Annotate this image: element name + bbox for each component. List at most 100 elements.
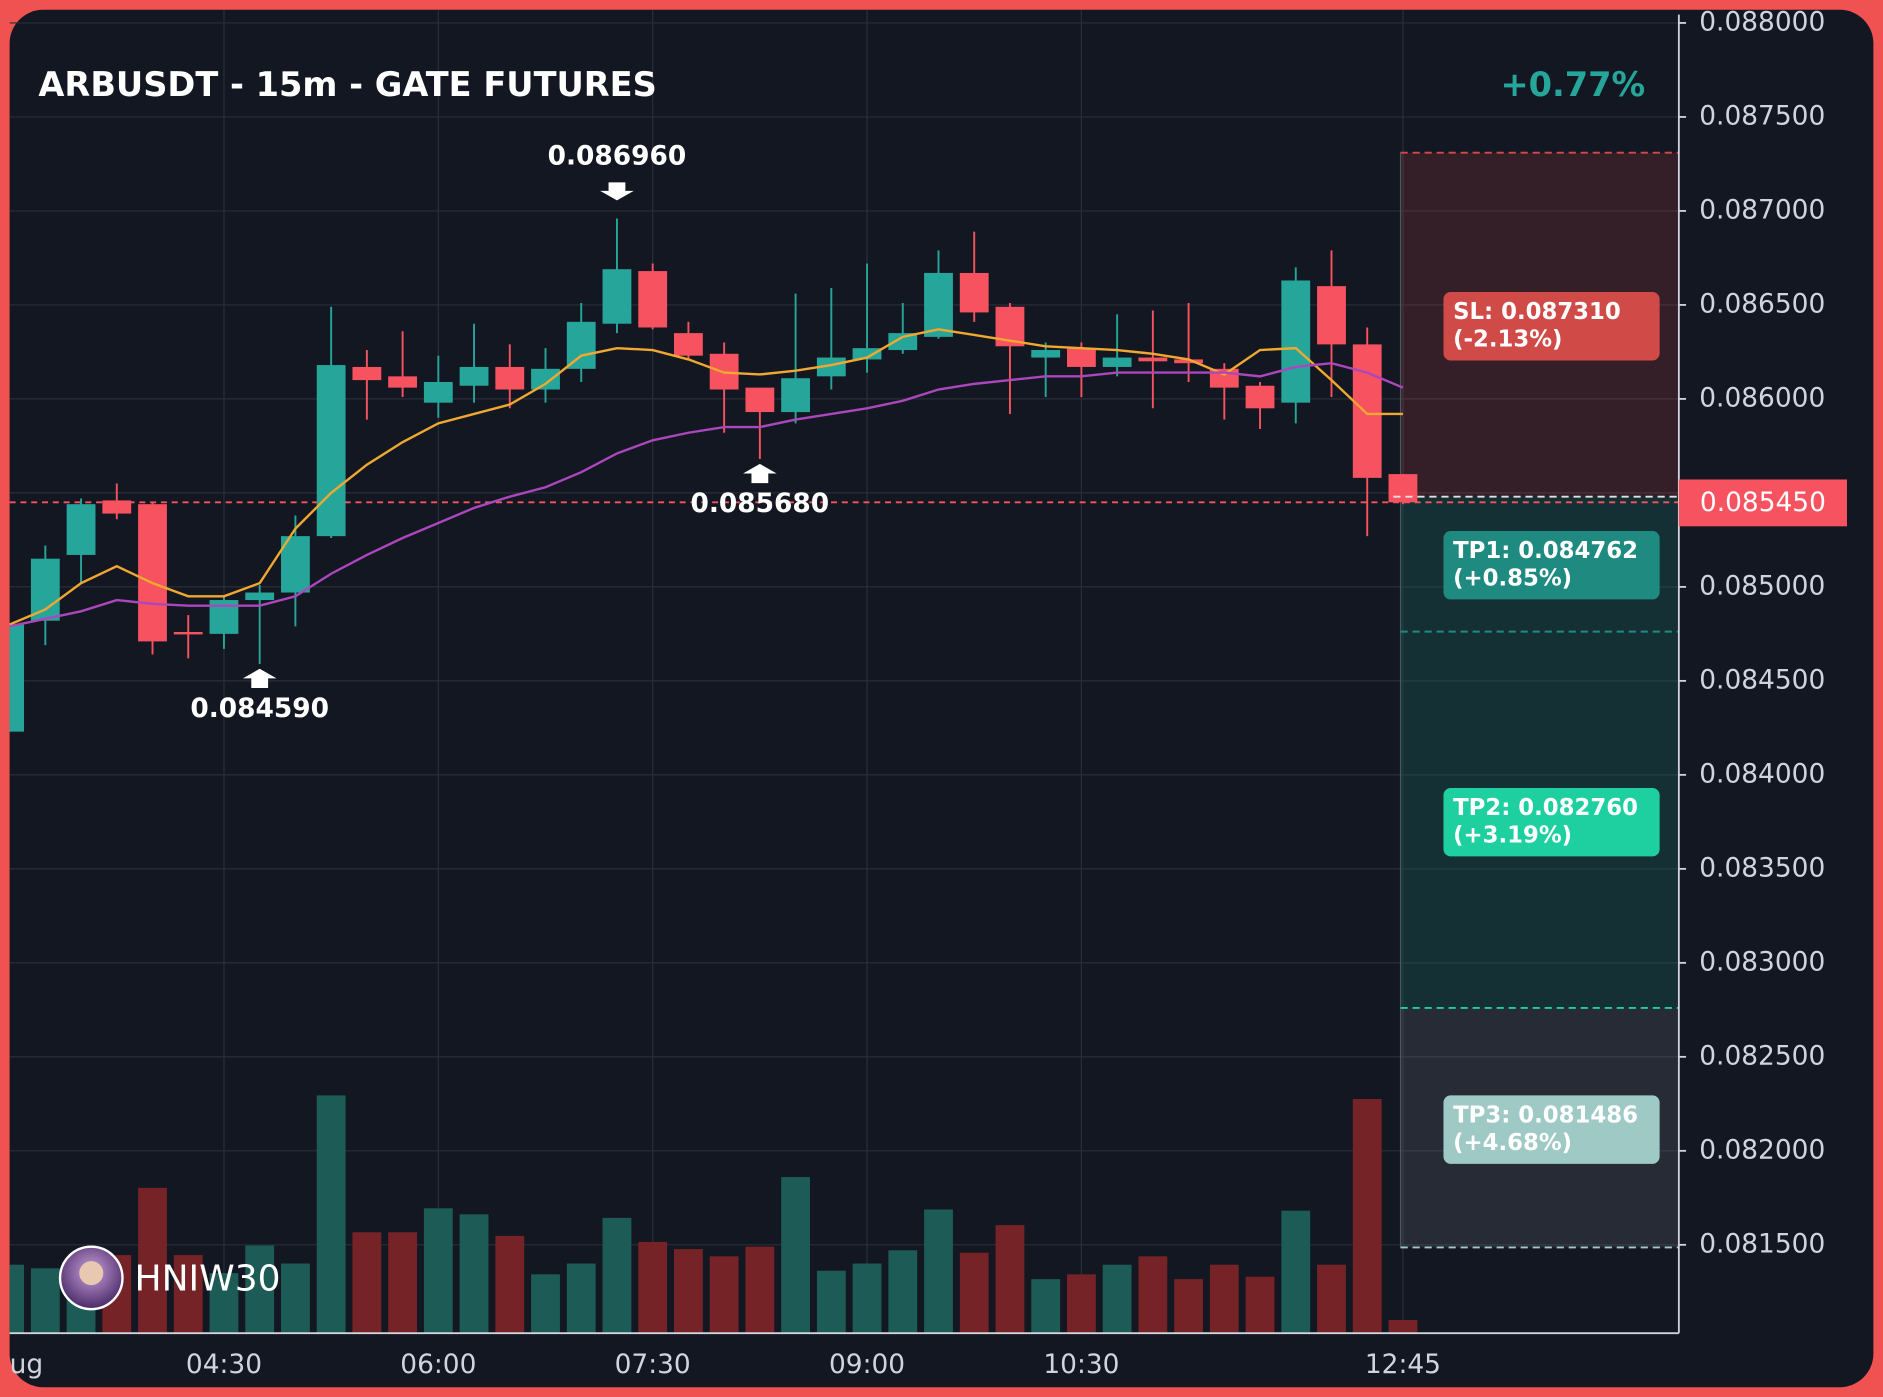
volume-bar bbox=[924, 1209, 953, 1334]
volume-bar bbox=[138, 1187, 167, 1334]
volume-bar bbox=[388, 1232, 418, 1334]
marker-label: 0.084590 bbox=[190, 693, 329, 724]
moving-average bbox=[9, 328, 1403, 626]
level-sub: (+4.68%) bbox=[1453, 1130, 1572, 1156]
y-tick-label: 0.081500 bbox=[1699, 1228, 1825, 1259]
level-sub: (+0.85%) bbox=[1453, 566, 1572, 592]
candle-body bbox=[9, 624, 25, 732]
volume-bar bbox=[495, 1235, 525, 1334]
candle-body bbox=[852, 348, 882, 360]
candle-body bbox=[1352, 344, 1382, 478]
volume-bar bbox=[674, 1249, 703, 1334]
change: +0.77% bbox=[1500, 65, 1645, 104]
level-sub: (+3.19%) bbox=[1453, 823, 1572, 849]
candle-body bbox=[1245, 385, 1275, 409]
candle-body bbox=[30, 558, 60, 621]
candle-body bbox=[531, 368, 560, 390]
watermark: HNIW30 bbox=[135, 1258, 281, 1299]
y-tick-label: 0.082500 bbox=[1699, 1040, 1825, 1071]
y-tick-label: 0.082000 bbox=[1699, 1134, 1825, 1165]
candle-body bbox=[1174, 359, 1203, 364]
candle-body bbox=[281, 536, 310, 593]
volume-bar bbox=[1102, 1264, 1132, 1334]
volume-bar bbox=[352, 1232, 382, 1334]
candle-body bbox=[245, 592, 275, 601]
level-sub: (-2.13%) bbox=[1453, 327, 1562, 353]
candle-body bbox=[388, 376, 418, 388]
volume-bar bbox=[209, 1273, 239, 1334]
level-box bbox=[1443, 530, 1660, 600]
candle-body bbox=[1066, 348, 1096, 367]
y-tick-label: 0.087000 bbox=[1699, 194, 1825, 225]
marker-label: 0.086960 bbox=[548, 141, 687, 172]
volume-bar bbox=[316, 1095, 346, 1334]
volume-bar bbox=[602, 1217, 632, 1334]
y-tick-label: 0.088000 bbox=[1699, 6, 1825, 37]
volume-bar bbox=[1281, 1210, 1311, 1334]
level-box bbox=[1443, 787, 1660, 857]
chart-title: ARBUSDT - 15m - GATE FUTURES bbox=[38, 65, 656, 104]
volume-bar bbox=[995, 1225, 1025, 1334]
marker-arrow bbox=[600, 182, 634, 201]
level-box bbox=[1443, 1095, 1660, 1164]
y-tick-label: 0.083000 bbox=[1699, 946, 1825, 977]
candle-body bbox=[602, 269, 632, 324]
volume-bar bbox=[1174, 1279, 1203, 1334]
candle-body bbox=[1102, 357, 1132, 367]
candle-body bbox=[102, 500, 132, 514]
x-tick-label: 07:30 bbox=[615, 1349, 691, 1380]
level-label: TP1: 0.084762 bbox=[1453, 538, 1638, 564]
y-tick-label: 0.086500 bbox=[1699, 288, 1825, 319]
candle-body bbox=[816, 357, 846, 377]
candle-body bbox=[745, 387, 775, 413]
volume-bar bbox=[888, 1250, 918, 1334]
volume-bar bbox=[1138, 1256, 1168, 1334]
volume-bar bbox=[816, 1270, 846, 1334]
y-tick-label: 0.086000 bbox=[1699, 382, 1825, 413]
volume-bar bbox=[459, 1214, 489, 1334]
x-tick-label: 10:30 bbox=[1043, 1349, 1119, 1380]
candle-body bbox=[959, 272, 989, 313]
volume-bar bbox=[281, 1263, 310, 1334]
volume-bar bbox=[709, 1256, 739, 1334]
marker-arrow bbox=[242, 668, 277, 688]
candle-body bbox=[138, 504, 167, 642]
x-tick-label: 09:00 bbox=[829, 1349, 905, 1380]
candle-body bbox=[459, 366, 489, 386]
y-tick-label: 0.084500 bbox=[1699, 664, 1825, 695]
x-tick-label: 06:00 bbox=[400, 1349, 476, 1380]
volume-bar bbox=[1317, 1264, 1346, 1334]
candle-body bbox=[423, 381, 453, 403]
level-label: TP3: 0.081486 bbox=[1453, 1102, 1638, 1128]
x-tick-label: 04:30 bbox=[186, 1349, 262, 1380]
x-tick-label: 12:45 bbox=[1365, 1349, 1441, 1380]
candle-body bbox=[781, 378, 811, 413]
background bbox=[9, 9, 1874, 1388]
volume-bar bbox=[638, 1241, 668, 1334]
candle-body bbox=[924, 272, 953, 337]
volume-bar bbox=[1031, 1279, 1061, 1334]
volume-bar bbox=[423, 1208, 453, 1334]
overlay: 0.088000 0.087500 0.087000 0.086500 0.086000… bbox=[10, 6, 1847, 1380]
marker-label: 0.085680 bbox=[691, 488, 830, 519]
candle-body bbox=[674, 333, 703, 356]
level-box bbox=[1443, 291, 1660, 361]
level-label: SL: 0.087310 bbox=[1453, 299, 1621, 325]
volume-bar bbox=[852, 1263, 882, 1334]
volume-bar bbox=[1209, 1264, 1239, 1334]
candle-body bbox=[495, 366, 525, 390]
moving-average bbox=[9, 361, 1404, 628]
y-tick-label: 0.084000 bbox=[1699, 758, 1825, 789]
volume-bar bbox=[1066, 1274, 1096, 1334]
candle-body bbox=[1281, 280, 1311, 403]
y-tick-label: 0.085000 bbox=[1699, 570, 1825, 601]
y-tick-label: 0.083500 bbox=[1699, 852, 1825, 883]
volume-bar bbox=[781, 1177, 811, 1334]
volume-bar bbox=[245, 1245, 275, 1334]
candle-body bbox=[1388, 474, 1418, 503]
volume-bar bbox=[959, 1252, 989, 1334]
volume-bar bbox=[566, 1263, 596, 1334]
current-price-box bbox=[1678, 479, 1847, 527]
volume-bar bbox=[1245, 1276, 1275, 1334]
